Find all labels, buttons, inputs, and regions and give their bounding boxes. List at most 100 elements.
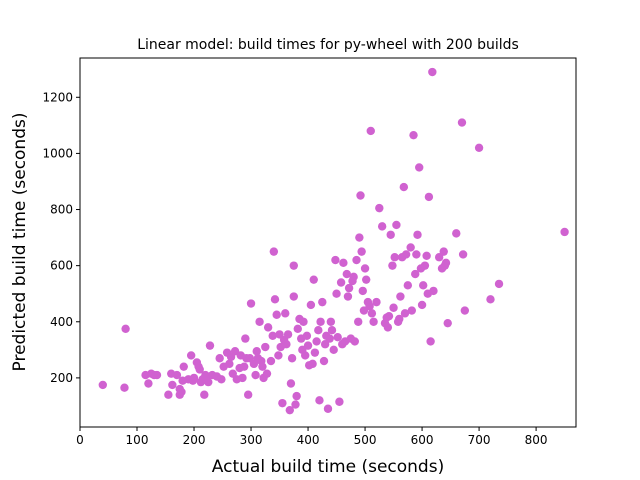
data-point (306, 300, 316, 310)
data-point (121, 324, 130, 333)
data-point (286, 379, 296, 388)
x-tick-label: 400 (297, 433, 320, 447)
y-tick-label: 600 (50, 259, 73, 273)
data-point (281, 309, 290, 318)
data-point (375, 203, 384, 213)
data-point (395, 314, 404, 324)
data-point (172, 370, 182, 380)
data-point (386, 230, 395, 239)
data-point (287, 354, 297, 363)
data-point (354, 317, 363, 326)
data-point (403, 281, 413, 290)
data-point (144, 379, 153, 388)
data-point (342, 269, 352, 279)
data-point (344, 283, 354, 293)
data-point (278, 398, 287, 408)
data-point (319, 356, 329, 366)
data-point (308, 359, 317, 369)
data-point (417, 300, 427, 310)
data-point (357, 247, 366, 256)
data-point (268, 331, 277, 340)
data-point (384, 311, 394, 321)
data-point (366, 126, 375, 136)
data-point (350, 337, 359, 346)
data-point (358, 286, 367, 296)
data-point (179, 362, 188, 371)
data-point (415, 163, 424, 172)
data-point (426, 337, 435, 346)
x-tick-label: 700 (468, 433, 491, 447)
data-point (239, 362, 249, 371)
data-point (428, 67, 437, 77)
data-point (120, 383, 129, 392)
data-point (318, 297, 327, 307)
data-point (494, 279, 504, 289)
data-point (320, 340, 330, 349)
data-point (164, 390, 173, 399)
data-point (275, 330, 284, 339)
data-point (299, 317, 308, 326)
data-point (420, 261, 430, 270)
data-point (272, 310, 281, 319)
data-point (443, 318, 452, 328)
data-point (152, 370, 162, 380)
data-point (323, 404, 333, 413)
x-tick-label: 800 (525, 433, 548, 447)
x-tick-label: 300 (240, 433, 263, 447)
x-tick-label: 500 (354, 433, 377, 447)
data-point (407, 306, 417, 315)
x-tick-label: 100 (126, 433, 149, 447)
data-point (263, 323, 273, 332)
data-point (316, 317, 325, 326)
data-point (474, 143, 484, 152)
data-point (396, 292, 405, 301)
data-point (434, 253, 444, 262)
data-point (255, 317, 264, 326)
data-point (457, 118, 467, 127)
data-point (189, 373, 199, 383)
data-point (365, 302, 374, 311)
data-point (333, 333, 342, 342)
data-point (258, 362, 267, 371)
data-point (406, 243, 415, 252)
data-point (200, 390, 209, 399)
data-point (360, 264, 370, 273)
data-point (400, 309, 410, 318)
data-point (362, 275, 371, 284)
y-tick-label: 200 (50, 371, 73, 385)
data-point (243, 390, 253, 399)
y-tick-label: 1200 (42, 90, 73, 104)
data-point (411, 269, 420, 279)
x-tick-label: 200 (183, 433, 206, 447)
data-point (270, 295, 280, 304)
data-point (331, 255, 340, 265)
data-point (429, 286, 438, 296)
data-point (225, 359, 234, 369)
data-point (439, 247, 448, 256)
x-axis-label: Actual build time (seconds) (212, 457, 444, 477)
data-point (177, 387, 186, 397)
data-point (241, 334, 250, 343)
data-point (424, 192, 434, 202)
data-points (98, 67, 569, 415)
y-tick-label: 800 (50, 203, 73, 217)
data-point (289, 261, 298, 270)
data-point (419, 281, 428, 290)
data-point (315, 396, 324, 405)
data-point (205, 341, 215, 350)
data-point (262, 369, 272, 378)
data-point (246, 299, 256, 308)
data-point (98, 380, 108, 390)
data-point (314, 325, 323, 335)
data-point (486, 295, 495, 304)
data-point (458, 250, 468, 259)
data-point (422, 251, 431, 261)
data-point (302, 331, 312, 340)
data-point (460, 306, 470, 315)
data-point (355, 233, 364, 242)
data-point (329, 345, 338, 355)
data-point (335, 397, 344, 406)
data-point (399, 182, 409, 192)
